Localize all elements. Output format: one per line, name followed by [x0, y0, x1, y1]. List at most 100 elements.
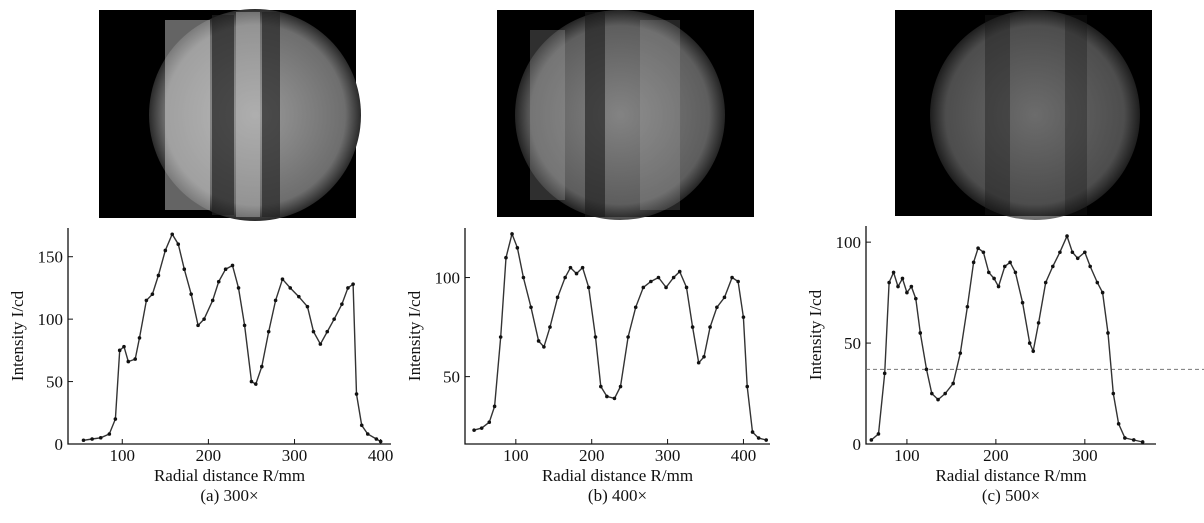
- y-axis-label: Intensity I/cd: [806, 289, 825, 380]
- data-point: [196, 323, 200, 328]
- data-point: [510, 232, 514, 236]
- y-axis-label: Intensity I/cd: [8, 290, 27, 381]
- data-point: [1058, 250, 1062, 255]
- data-point: [618, 384, 623, 389]
- data-point: [690, 325, 695, 329]
- data-point: [986, 270, 991, 275]
- data-point: [117, 348, 122, 353]
- data-point: [887, 280, 891, 285]
- data-point: [150, 292, 155, 296]
- data-point: [1065, 234, 1069, 238]
- y-tick-label: 50: [46, 373, 63, 392]
- data-point: [996, 284, 1001, 289]
- data-point: [170, 232, 175, 237]
- data-point: [548, 325, 552, 329]
- data-point: [914, 296, 918, 301]
- data-point: [626, 335, 630, 339]
- data-point: [529, 305, 533, 310]
- data-point: [1095, 280, 1100, 285]
- data-point: [936, 397, 940, 402]
- data-point: [924, 367, 929, 372]
- data-point: [981, 250, 986, 255]
- caption: (c) 500×: [982, 486, 1040, 505]
- x-axis-label: Radial distance R/mm: [542, 466, 693, 485]
- y-tick-label: 100: [836, 233, 862, 252]
- data-point: [354, 392, 359, 396]
- x-axis-label: Radial distance R/mm: [935, 466, 1086, 485]
- data-point: [909, 284, 914, 289]
- data-point: [976, 246, 980, 251]
- data-point: [741, 315, 746, 319]
- data-point: [896, 284, 900, 289]
- data-point: [542, 345, 546, 349]
- data-point: [113, 417, 118, 421]
- x-tick-label: 400: [368, 446, 394, 465]
- data-point: [702, 355, 706, 359]
- data-point: [1140, 440, 1145, 444]
- x-tick-label: 300: [1072, 446, 1098, 465]
- data-point: [764, 438, 769, 442]
- data-point: [311, 329, 316, 334]
- data-point: [1131, 438, 1136, 442]
- data-point: [730, 275, 734, 280]
- data-point: [487, 420, 492, 425]
- data-point: [869, 438, 874, 442]
- data-point: [708, 325, 712, 329]
- data-point: [90, 437, 94, 441]
- data-point: [930, 391, 934, 396]
- data-point: [1088, 264, 1092, 269]
- data-point: [586, 285, 591, 290]
- data-point: [612, 396, 617, 401]
- data-point: [671, 275, 676, 280]
- data-point: [918, 331, 923, 335]
- data-point: [346, 286, 350, 290]
- x-axis-label: Radial distance R/mm: [154, 466, 305, 485]
- data-point: [750, 430, 755, 434]
- data-point: [81, 438, 86, 443]
- data-point: [266, 329, 271, 334]
- data-point: [378, 439, 383, 444]
- data-point: [156, 273, 161, 278]
- caption: (a) 300×: [200, 486, 258, 505]
- data-point: [684, 285, 689, 290]
- data-point: [1070, 250, 1075, 255]
- data-point: [958, 351, 963, 355]
- x-tick-label: 100: [503, 446, 529, 465]
- data-point: [696, 360, 701, 365]
- y-tick-label: 0: [55, 435, 64, 454]
- x-tick-label: 100: [894, 446, 920, 465]
- data-point: [230, 263, 235, 268]
- data-point: [715, 305, 719, 310]
- data-point: [1027, 341, 1032, 345]
- data-point: [273, 298, 278, 303]
- image-b: [497, 10, 754, 220]
- data-point: [163, 248, 168, 253]
- data-point: [943, 391, 947, 396]
- data-point: [664, 285, 668, 290]
- data-point: [492, 404, 497, 409]
- data-point: [472, 428, 476, 432]
- image-a: [99, 9, 361, 221]
- axes: [865, 226, 1156, 445]
- data-point: [498, 335, 503, 339]
- data-point: [107, 432, 112, 436]
- intensity-line: [473, 231, 767, 441]
- data-point: [176, 242, 181, 247]
- data-point: [223, 267, 228, 272]
- data-point: [126, 359, 131, 364]
- data-point: [515, 246, 520, 250]
- data-point: [318, 342, 323, 346]
- data-point: [593, 335, 598, 339]
- data-point: [992, 276, 996, 281]
- data-point: [882, 371, 887, 376]
- y-tick-label: 50: [844, 334, 861, 353]
- data-point: [649, 279, 653, 284]
- data-point: [202, 317, 206, 321]
- data-point: [1031, 349, 1036, 353]
- data-point: [736, 279, 740, 284]
- data-point: [745, 384, 750, 389]
- image-c: [895, 10, 1152, 220]
- data-point: [574, 271, 579, 276]
- data-point: [1013, 270, 1018, 275]
